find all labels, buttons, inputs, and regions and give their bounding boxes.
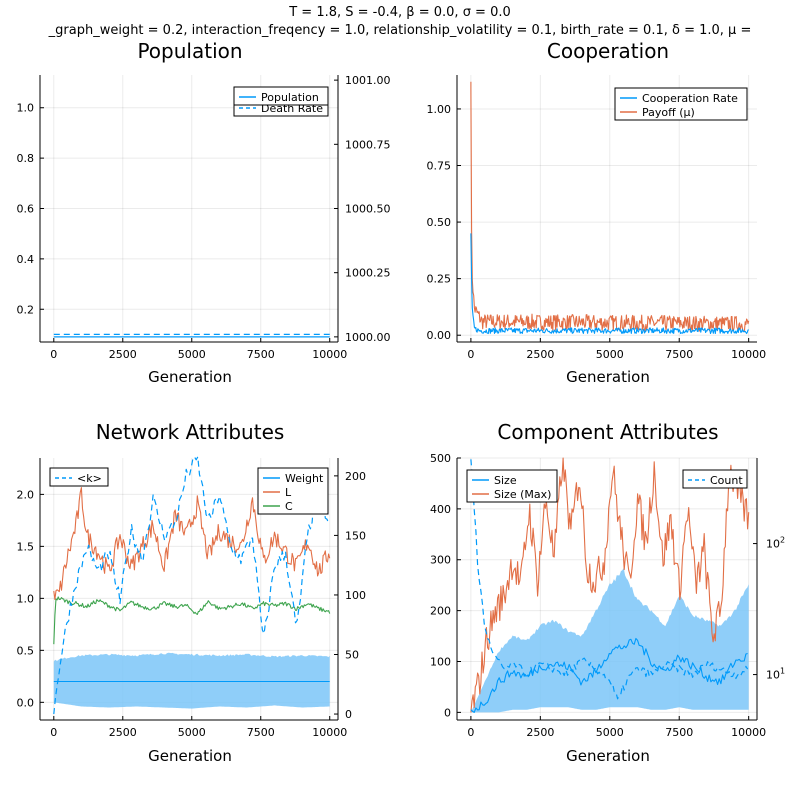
component-xtick-label: 7500 xyxy=(665,726,693,739)
component-y2tick-exponent: 1 xyxy=(780,667,785,676)
cooperation-panel: Cooperation Generation 0 2500 5000 7500 1000… xyxy=(427,39,767,386)
component-xtick-label: 10000 xyxy=(731,726,766,739)
component-y2tick-exponent: 2 xyxy=(780,536,785,545)
component-xtick-label: 2500 xyxy=(526,726,554,739)
network-ytick-label: 0.5 xyxy=(17,644,35,657)
population-y2tick-label: 1000.50 xyxy=(345,203,391,216)
cooperation-xtick-label: 0 xyxy=(467,348,474,361)
population-panel: Population Generation 0 2500 5000 7500 10000… xyxy=(17,39,391,386)
cooperation-ytick-label: 1.00 xyxy=(427,103,452,116)
network-xlabel: Generation xyxy=(148,747,232,765)
component-title: Component Attributes xyxy=(497,420,718,444)
population-y2tick-label: 1001.00 xyxy=(345,74,391,87)
legend-label: C xyxy=(285,500,293,513)
cooperation-ytick-label: 0.50 xyxy=(427,216,452,229)
l-line xyxy=(53,487,331,600)
legend-label: Size xyxy=(494,474,517,487)
cooperation-xtick-label: 10000 xyxy=(731,348,766,361)
cooperation-ytick-label: 0.25 xyxy=(427,273,452,286)
component-y2tick-label: 101 xyxy=(766,667,785,682)
legend-label: Count xyxy=(710,474,743,487)
population-xtick-label: 2500 xyxy=(109,348,137,361)
legend-label: Size (Max) xyxy=(494,488,551,501)
legend-label: Cooperation Rate xyxy=(642,92,738,105)
cooperation-xtick-label: 7500 xyxy=(665,348,693,361)
legend-label: Payoff (μ) xyxy=(642,106,695,119)
legend-box xyxy=(466,469,558,503)
legend-box xyxy=(614,87,748,121)
cooperation-ytick-label: 0.75 xyxy=(427,160,452,173)
cooperation-xtick-label: 5000 xyxy=(596,348,624,361)
suptitle-line-2: _graph_weight = 0.2, interaction_freqenc… xyxy=(48,23,752,38)
population-xtick-label: 10000 xyxy=(312,348,347,361)
suptitle-line-1: T = 1.8, S = -0.4, β = 0.0, σ = 0.0 xyxy=(288,5,511,20)
legend-label: L xyxy=(285,486,292,499)
cooperation-ytick-label: 0.00 xyxy=(427,329,452,342)
cooperation-rate-line xyxy=(470,233,749,335)
network-ytick-label: 0.0 xyxy=(17,696,35,709)
component-xtick-label: 0 xyxy=(467,726,474,739)
component-xlabel: Generation xyxy=(566,747,650,765)
legend-box xyxy=(233,86,329,106)
legend-label: <k> xyxy=(77,472,102,485)
legend-label: Population xyxy=(261,91,319,104)
network-xtick-label: 2500 xyxy=(109,726,137,739)
population-title: Population xyxy=(137,39,242,63)
size-band xyxy=(470,567,749,713)
population-ytick-label: 0.2 xyxy=(17,303,35,316)
size-max-line xyxy=(470,457,750,713)
weight-band xyxy=(53,652,330,709)
component-ytick-label: 400 xyxy=(430,503,451,516)
component-y2tick-base: 10 xyxy=(766,669,780,682)
network-ytick-label: 1.0 xyxy=(17,592,35,605)
population-ytick-label: 1.0 xyxy=(17,102,35,115)
c-line xyxy=(53,596,331,645)
network-y2tick-label: 150 xyxy=(345,529,366,542)
network-y2tick-label: 0 xyxy=(345,708,352,721)
network-ytick-label: 2.0 xyxy=(17,488,35,501)
component-ytick-label: 0 xyxy=(444,706,451,719)
network-xtick-label: 0 xyxy=(50,726,57,739)
network-y2tick-label: 100 xyxy=(345,589,366,602)
component-y2tick-label: 102 xyxy=(766,536,785,551)
legend-label: Weight xyxy=(285,472,324,485)
cooperation-xlabel: Generation xyxy=(566,368,650,386)
size-line xyxy=(470,637,748,713)
network-title: Network Attributes xyxy=(96,420,285,444)
network-ytick-label: 1.5 xyxy=(17,540,35,553)
network-y2tick-label: 200 xyxy=(345,470,366,483)
population-ytick-label: 0.8 xyxy=(17,152,35,165)
population-xtick-label: 0 xyxy=(50,348,57,361)
component-panel: Component Attributes Generation 0 2500 500… xyxy=(430,420,785,765)
population-y2tick-label: 1000.00 xyxy=(345,331,391,344)
network-panel: Network Attributes Generation 0 2500 5000 7… xyxy=(17,420,367,765)
component-y2tick-base: 10 xyxy=(766,538,780,551)
count-line xyxy=(470,459,749,700)
component-xtick-label: 5000 xyxy=(596,726,624,739)
component-ytick-label: 200 xyxy=(430,605,451,618)
network-y2tick-label: 50 xyxy=(345,649,359,662)
network-xtick-label: 10000 xyxy=(312,726,347,739)
cooperation-xtick-label: 2500 xyxy=(526,348,554,361)
population-ytick-label: 0.4 xyxy=(17,253,35,266)
population-xlabel: Generation xyxy=(148,368,232,386)
population-xtick-label: 5000 xyxy=(178,348,206,361)
component-ytick-label: 300 xyxy=(430,554,451,567)
population-ytick-label: 0.6 xyxy=(17,203,35,216)
population-y2tick-label: 1000.75 xyxy=(345,138,391,151)
network-xtick-label: 7500 xyxy=(247,726,275,739)
population-xtick-label: 7500 xyxy=(247,348,275,361)
legend-box xyxy=(49,467,109,487)
network-xtick-label: 5000 xyxy=(178,726,206,739)
cooperation-title: Cooperation xyxy=(547,39,669,63)
component-ytick-label: 500 xyxy=(430,452,451,465)
population-y2tick-label: 1000.25 xyxy=(345,267,391,280)
legend-box xyxy=(682,469,748,489)
component-ytick-label: 100 xyxy=(430,655,451,668)
